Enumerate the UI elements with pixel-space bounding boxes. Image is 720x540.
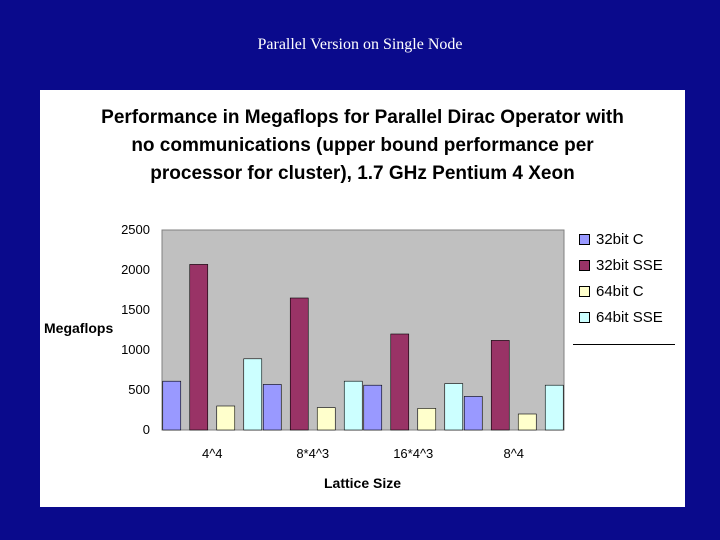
slide-title: Parallel Version on Single Node [257,36,463,53]
y-tick-label: 1500 [121,302,150,317]
x-tick-label: 4^4 [202,446,223,461]
legend-item: 64bit SSE [573,304,675,330]
bar [316,407,336,431]
legend-label: 32bit C [596,230,644,248]
bar [463,396,483,431]
bar [262,384,282,431]
legend: 32bit C 32bit SSE 64bit C 64bit SSE [573,226,675,345]
chart-title: Performance in Megaflops for Parallel Di… [101,107,624,184]
x-axis-label: Lattice Size [323,475,402,491]
bar [343,380,363,431]
legend-swatch [579,259,590,271]
bar-chart: 0 500 1000 1500 2000 2500 4^4 8*4^3 16*4^3 8^4 [121,222,565,461]
bar [390,333,410,431]
y-tick-label: 500 [128,382,150,397]
legend-swatch [579,233,590,245]
y-tick-label: 0 [143,422,150,437]
legend-label: 32bit SSE [596,256,663,274]
legend-item: 32bit SSE [573,252,675,278]
bar [490,340,510,431]
legend-label: 64bit SSE [596,308,663,326]
y-tick-label: 1000 [121,342,150,357]
bar [363,384,383,431]
legend-swatch [579,285,590,297]
bar [544,384,564,431]
bar [216,405,236,431]
x-tick-label: 8^4 [503,446,524,461]
bar [444,383,464,431]
x-tick-label: 8*4^3 [296,446,329,461]
y-tick-label: 2500 [121,222,150,237]
x-tick-label: 16*4^3 [393,446,433,461]
bar [517,413,537,431]
chart-panel: Performance in Megaflops for Parallel Di… [40,90,685,507]
bar [162,380,182,431]
bar [417,408,437,431]
bar [243,358,263,431]
y-axis-label: Megaflops [44,320,114,336]
legend-swatch [579,311,590,323]
legend-label: 64bit C [596,282,644,300]
y-tick-label: 2000 [121,262,150,277]
legend-item: 64bit C [573,278,675,304]
bar [289,297,309,431]
bar [189,264,209,431]
legend-item: 32bit C [573,226,675,252]
